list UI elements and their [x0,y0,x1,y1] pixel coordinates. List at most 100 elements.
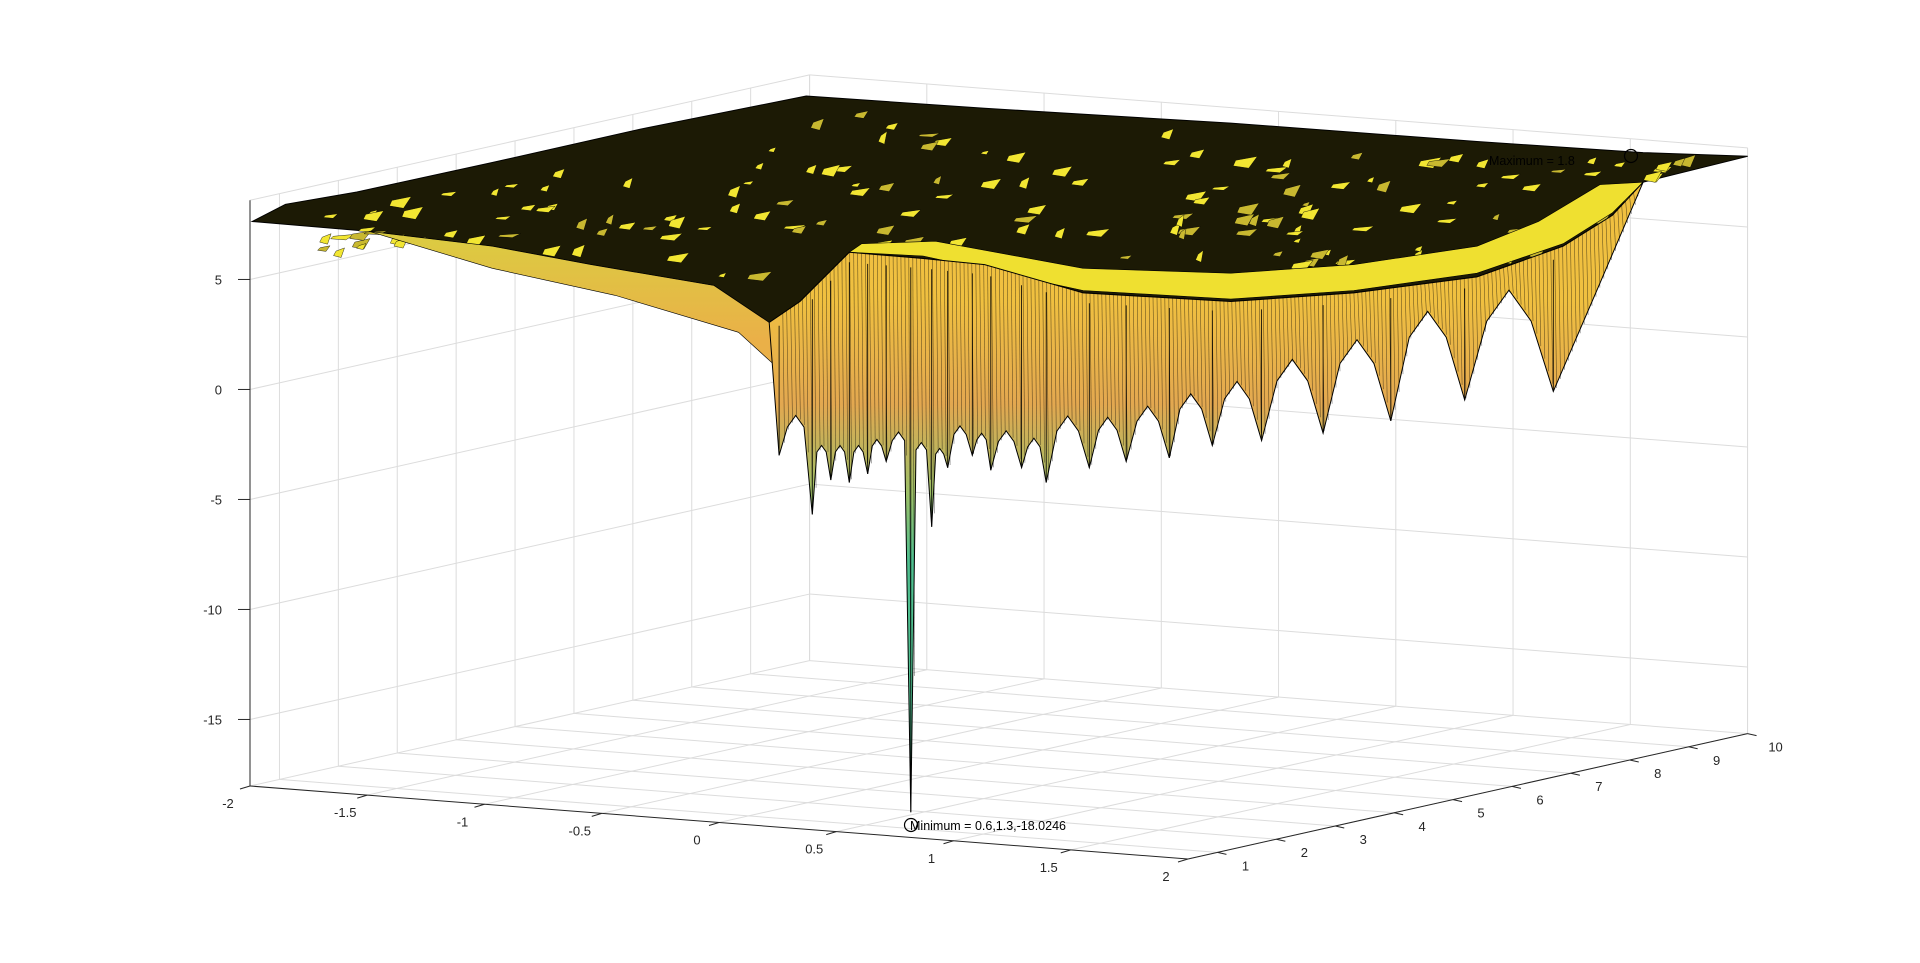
surface-facet [885,122,899,131]
floor-grid-y [456,739,1395,814]
mesh-line [1333,294,1337,388]
mesh-line [1507,265,1510,293]
surface-curtain [768,181,1644,813]
mesh-line [1152,296,1156,414]
mesh-line [1290,297,1293,362]
surface-facet [849,187,871,197]
floor-grid-x [1070,723,1631,851]
surface-facet [815,219,828,226]
surface-facet [319,233,332,245]
mesh-line [1263,299,1266,434]
mesh-line [1605,219,1609,270]
mesh-line [1436,282,1439,324]
side-wall-grid-z [249,593,810,720]
mesh-line [1582,234,1585,325]
mesh-line [1377,289,1380,376]
mesh-line [1144,296,1148,410]
mesh-line [1156,297,1160,420]
surface-facet [875,224,896,236]
surface-facet [1643,170,1662,183]
mesh-line [1306,296,1309,380]
surface-facet [1175,214,1185,228]
surface-facet [1376,180,1392,193]
surface-facet [1272,250,1284,257]
mesh-line [1137,296,1140,421]
mesh-line [794,305,797,418]
x-tick-label: -1 [457,814,469,829]
surface-facet [389,196,412,209]
mesh-line [1215,300,1219,432]
y-tick-label: 5 [1477,806,1484,821]
minimum-marker[interactable] [903,817,919,833]
mesh-line [1077,291,1081,431]
x-tick-mark [1177,858,1189,863]
mesh-line [798,302,801,420]
mesh-line [1617,209,1620,242]
surface-facet [1655,161,1673,172]
surface-facet [1266,216,1285,229]
mesh-line [1329,294,1333,404]
mesh-line [853,252,856,454]
surface-facet [934,194,955,200]
mesh-line [1499,268,1502,304]
mesh-line [1597,224,1601,288]
surface-facet [1160,128,1174,140]
mesh-line [1491,271,1494,315]
surface-facet [642,225,658,231]
mesh-line [1428,283,1431,313]
surface-facet [1195,249,1204,263]
mesh-line [1467,278,1471,388]
mesh-line [1113,294,1116,426]
y-tick-label: 2 [1301,845,1308,860]
mesh-line [782,313,785,443]
x-tick-label: 1.5 [1040,860,1058,875]
surface-facet [717,272,727,278]
mesh-line [912,257,915,676]
surface-facet [1211,185,1230,191]
maximum-marker[interactable] [1623,148,1639,164]
mesh-line [845,255,848,460]
surface-facet [746,271,773,282]
surface-facet [850,182,861,188]
mesh-line [932,259,935,514]
data-tips: Minimum = 0.6,1.3,-18.0246 Maximum = 1.8 [903,148,1639,833]
surface-facet [754,162,765,171]
surface-facet [1118,255,1133,260]
surface-facet [1282,184,1302,198]
x-tick-label: 1 [928,851,935,866]
x-tick-mark [943,840,954,845]
floor-grid-x [249,660,810,787]
mesh-line [1140,296,1144,416]
mesh-line [1546,251,1549,372]
mesh-line [1081,292,1085,444]
surface-facet [401,206,424,220]
y-tick-label: 7 [1595,779,1602,794]
mesh-line [888,255,892,452]
mesh-line [1231,301,1234,389]
mesh-line [833,267,837,461]
mesh-line [825,275,829,452]
surface-facet [503,183,520,189]
mesh-line [1129,295,1132,450]
surface-facet [1178,227,1187,240]
surface-facet [1582,171,1603,177]
x-tick-mark [826,831,837,836]
mesh-line [940,260,943,450]
side-wall-grid-z [249,483,810,610]
y-tick-mark [1688,746,1698,750]
mesh-line [1058,285,1061,429]
mesh-line [786,310,789,430]
mesh-line [951,261,955,444]
mesh-line [1200,299,1203,408]
surface-facet [1270,172,1291,180]
y-tick-mark [1570,772,1580,776]
floor-grid-x [367,669,927,796]
surface-facet [571,244,586,258]
mesh-line [1294,297,1297,363]
mesh-line [1381,289,1384,390]
mesh-line [857,252,860,447]
mesh-line [1456,279,1459,372]
mesh-line [1109,294,1112,421]
surface-facet [1264,166,1289,173]
mesh-line [1219,300,1223,417]
